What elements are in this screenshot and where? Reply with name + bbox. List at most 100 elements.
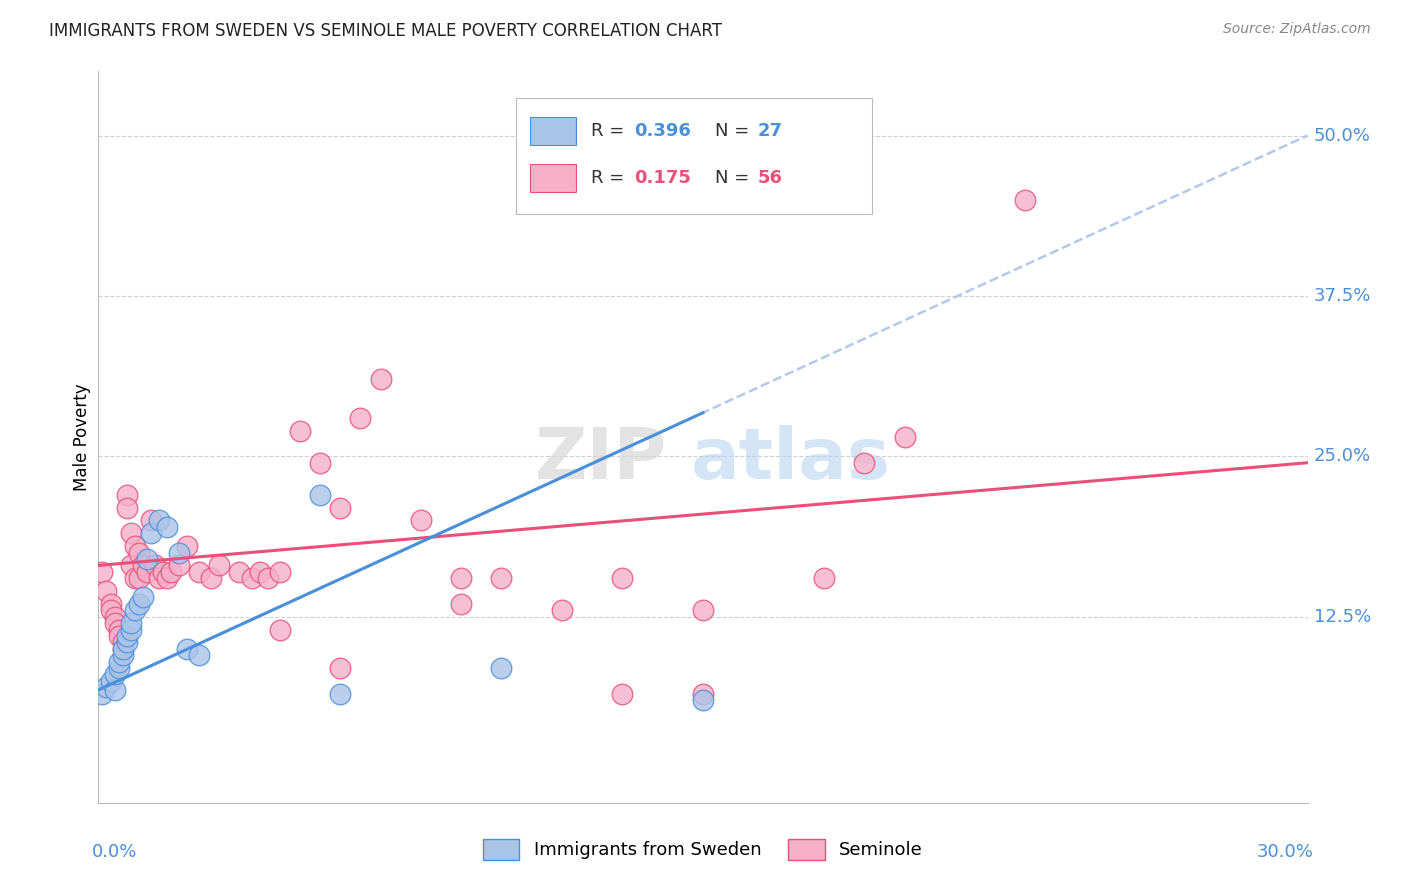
Point [132,591,155,605]
Point [111,635,134,649]
Text: Source: ZipAtlas.com: Source: ZipAtlas.com [1223,22,1371,37]
FancyBboxPatch shape [516,98,872,214]
Text: ZIP: ZIP [534,425,666,493]
Point [135,552,157,566]
Point [91,565,114,579]
Point [329,500,352,515]
Point [200,571,222,585]
Point [167,545,190,559]
Point [100,673,122,688]
FancyBboxPatch shape [530,117,576,145]
Point [128,597,150,611]
Text: 0.0%: 0.0% [93,843,138,861]
Point [269,623,291,637]
Point [128,545,150,559]
Point [100,597,122,611]
Point [156,571,179,585]
Point [188,565,211,579]
Point [176,641,198,656]
Text: R =: R = [591,169,624,187]
Y-axis label: Male Poverty: Male Poverty [73,384,91,491]
Point [329,687,352,701]
Point [120,526,142,541]
Point [249,565,271,579]
Text: R =: R = [591,121,624,140]
Point [107,661,129,675]
Point [111,641,134,656]
Point [692,687,714,701]
Point [124,603,146,617]
Point [115,488,138,502]
Point [240,571,263,585]
Point [103,682,125,697]
Point [491,661,513,675]
Point [256,571,278,585]
Point [612,687,634,701]
Point [124,571,146,585]
Point [120,558,142,573]
Point [96,584,118,599]
Point [188,648,211,663]
Point [139,514,162,528]
Point [288,424,311,438]
Point [692,693,714,707]
Text: 30.0%: 30.0% [1257,843,1313,861]
Text: N =: N = [716,121,749,140]
Point [103,667,125,681]
Text: 0.175: 0.175 [634,169,690,187]
Point [349,410,371,425]
Point [115,629,138,643]
Point [111,641,134,656]
Point [160,565,183,579]
Point [148,514,170,528]
Point [120,623,142,637]
Text: 50.0%: 50.0% [1313,127,1371,145]
Point [152,565,174,579]
Point [139,526,162,541]
Text: 37.5%: 37.5% [1313,287,1371,305]
Point [100,603,122,617]
Point [103,609,125,624]
Point [111,648,134,663]
Point [208,558,231,573]
Point [329,661,352,675]
Point [167,558,190,573]
Point [612,571,634,585]
Point [551,603,574,617]
Point [409,514,432,528]
Point [309,488,332,502]
Point [148,571,170,585]
Point [269,565,291,579]
Point [309,456,332,470]
FancyBboxPatch shape [530,164,576,192]
Point [853,456,876,470]
Point [107,623,129,637]
Point [132,558,155,573]
Point [124,539,146,553]
Point [143,558,166,573]
Point [91,687,114,701]
Text: 25.0%: 25.0% [1313,447,1371,466]
Text: IMMIGRANTS FROM SWEDEN VS SEMINOLE MALE POVERTY CORRELATION CHART: IMMIGRANTS FROM SWEDEN VS SEMINOLE MALE … [49,22,723,40]
Text: atlas: atlas [690,425,891,493]
Point [96,681,118,695]
Point [103,616,125,631]
Point [128,571,150,585]
Point [135,565,157,579]
Text: 0.396: 0.396 [634,121,690,140]
Text: 12.5%: 12.5% [1313,607,1371,625]
Point [1014,193,1036,207]
Point [107,629,129,643]
Point [115,635,138,649]
Point [813,571,835,585]
Point [176,539,198,553]
Text: 56: 56 [758,169,782,187]
Point [450,571,472,585]
Point [692,603,714,617]
Point [156,520,179,534]
Point [228,565,250,579]
Text: 27: 27 [758,121,782,140]
Legend: Immigrants from Sweden, Seminole: Immigrants from Sweden, Seminole [477,831,929,867]
Point [115,500,138,515]
Point [370,372,392,386]
